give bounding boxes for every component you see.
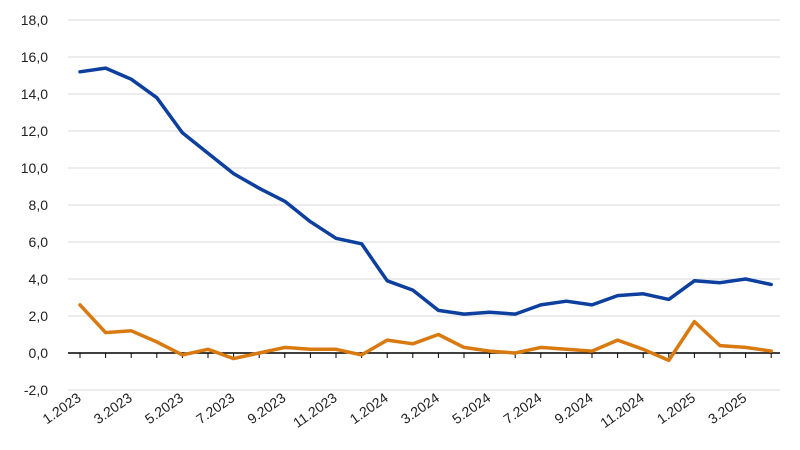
x-tick-label: 9.2024 [551, 389, 595, 427]
x-axis: 1.2023 3.2023 5.2023 7.2023 9.2023 11.2023 1.2… [39, 353, 772, 431]
y-tick-label: -2,0 [24, 382, 48, 398]
x-tick-label: 3.2023 [91, 389, 135, 427]
y-tick-label: 6,0 [29, 234, 49, 250]
x-tick-label: 5.2023 [142, 389, 186, 427]
x-tick-label: 1.2024 [347, 389, 391, 427]
y-tick-label: 2,0 [29, 308, 49, 324]
x-tick-label: 7.2023 [193, 389, 237, 427]
x-tick-label: 7.2024 [500, 389, 544, 427]
y-axis-tick-labels: -2,0 0,0 2,0 4,0 6,0 8,0 10,0 12,0 14,0 16,0 18,0 [21, 12, 48, 398]
x-tick-label: 11.2023 [290, 389, 340, 431]
y-tick-label: 16,0 [21, 49, 48, 65]
x-tick-label: 9.2023 [244, 389, 288, 427]
series-line-2 [78, 303, 773, 363]
y-tick-label: 4,0 [29, 271, 49, 287]
x-tick-label: 1.2025 [654, 389, 698, 427]
y-tick-label: 12,0 [21, 123, 48, 139]
x-tick-label: 3.2025 [705, 389, 749, 427]
x-tick-label: 5.2024 [449, 389, 493, 427]
y-tick-label: 14,0 [21, 86, 48, 102]
series-lines [78, 66, 773, 363]
y-tick-label: 8,0 [29, 197, 49, 213]
grid-lines [68, 19, 780, 391]
y-tick-label: 18,0 [21, 12, 48, 28]
x-tick-label: 3.2024 [398, 389, 442, 427]
y-tick-label: 10,0 [21, 160, 48, 176]
y-tick-label: 0,0 [29, 345, 49, 361]
x-tick-label: 11.2024 [597, 389, 647, 431]
series-line-1 [78, 66, 773, 316]
